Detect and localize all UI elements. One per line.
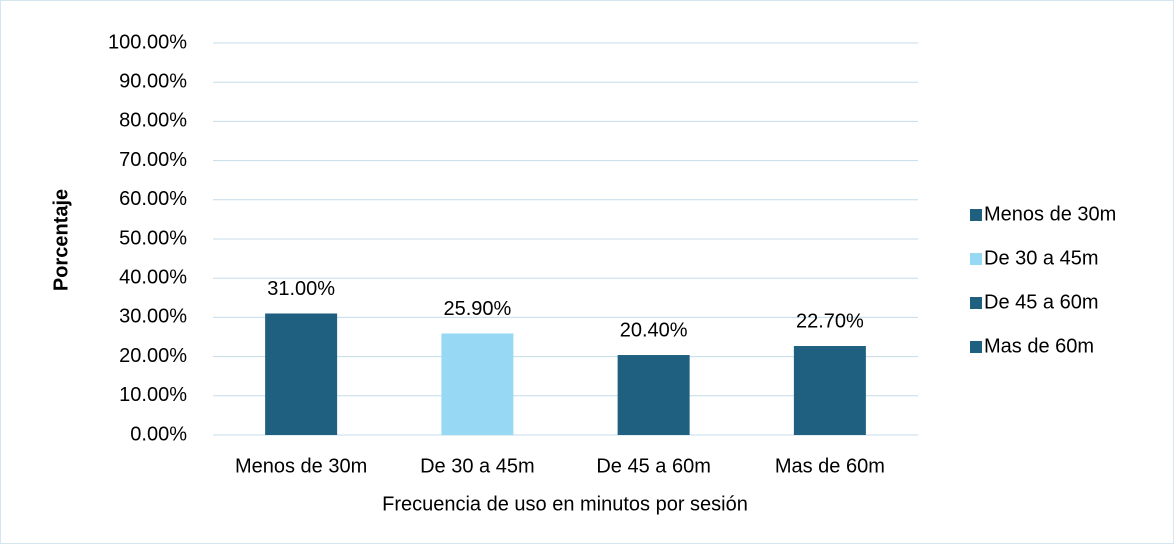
y-tick-label: 100.00%: [108, 31, 187, 53]
x-axis-title: Frecuencia de uso en minutos por sesión: [382, 493, 748, 515]
legend-swatch: [970, 209, 982, 221]
legend-label: De 45 a 60m: [984, 291, 1099, 313]
legend-label: De 30 a 45m: [984, 247, 1099, 269]
y-tick-label: 80.00%: [119, 110, 187, 132]
legend-swatch: [970, 253, 982, 265]
legend-label: Menos de 30m: [984, 203, 1116, 225]
data-label: 20.40%: [620, 319, 688, 341]
bar: [265, 313, 338, 435]
x-tick-label: Mas de 60m: [775, 455, 885, 477]
y-tick-label: 30.00%: [119, 306, 187, 328]
y-tick-label: 20.00%: [119, 345, 187, 367]
legend-label: Mas de 60m: [984, 335, 1094, 357]
bar: [617, 355, 690, 435]
y-axis-title: Porcentaje: [50, 189, 72, 291]
y-tick-label: 60.00%: [119, 188, 187, 210]
y-tick-label: 40.00%: [119, 266, 187, 288]
data-label: 25.90%: [443, 298, 511, 320]
x-tick-label: De 45 a 60m: [596, 455, 711, 477]
y-tick-label: 50.00%: [119, 227, 187, 249]
x-tick-label: Menos de 30m: [235, 455, 367, 477]
y-tick-label: 0.00%: [130, 423, 187, 445]
y-tick-label: 90.00%: [119, 70, 187, 92]
bar: [793, 346, 866, 435]
y-tick-label: 70.00%: [119, 149, 187, 171]
legend-swatch: [970, 297, 982, 309]
data-label: 22.70%: [796, 310, 864, 332]
x-tick-label: De 30 a 45m: [420, 455, 535, 477]
legend-swatch: [970, 341, 982, 353]
y-tick-label: 10.00%: [119, 384, 187, 406]
bar: [441, 333, 514, 435]
data-label: 31.00%: [267, 278, 335, 300]
